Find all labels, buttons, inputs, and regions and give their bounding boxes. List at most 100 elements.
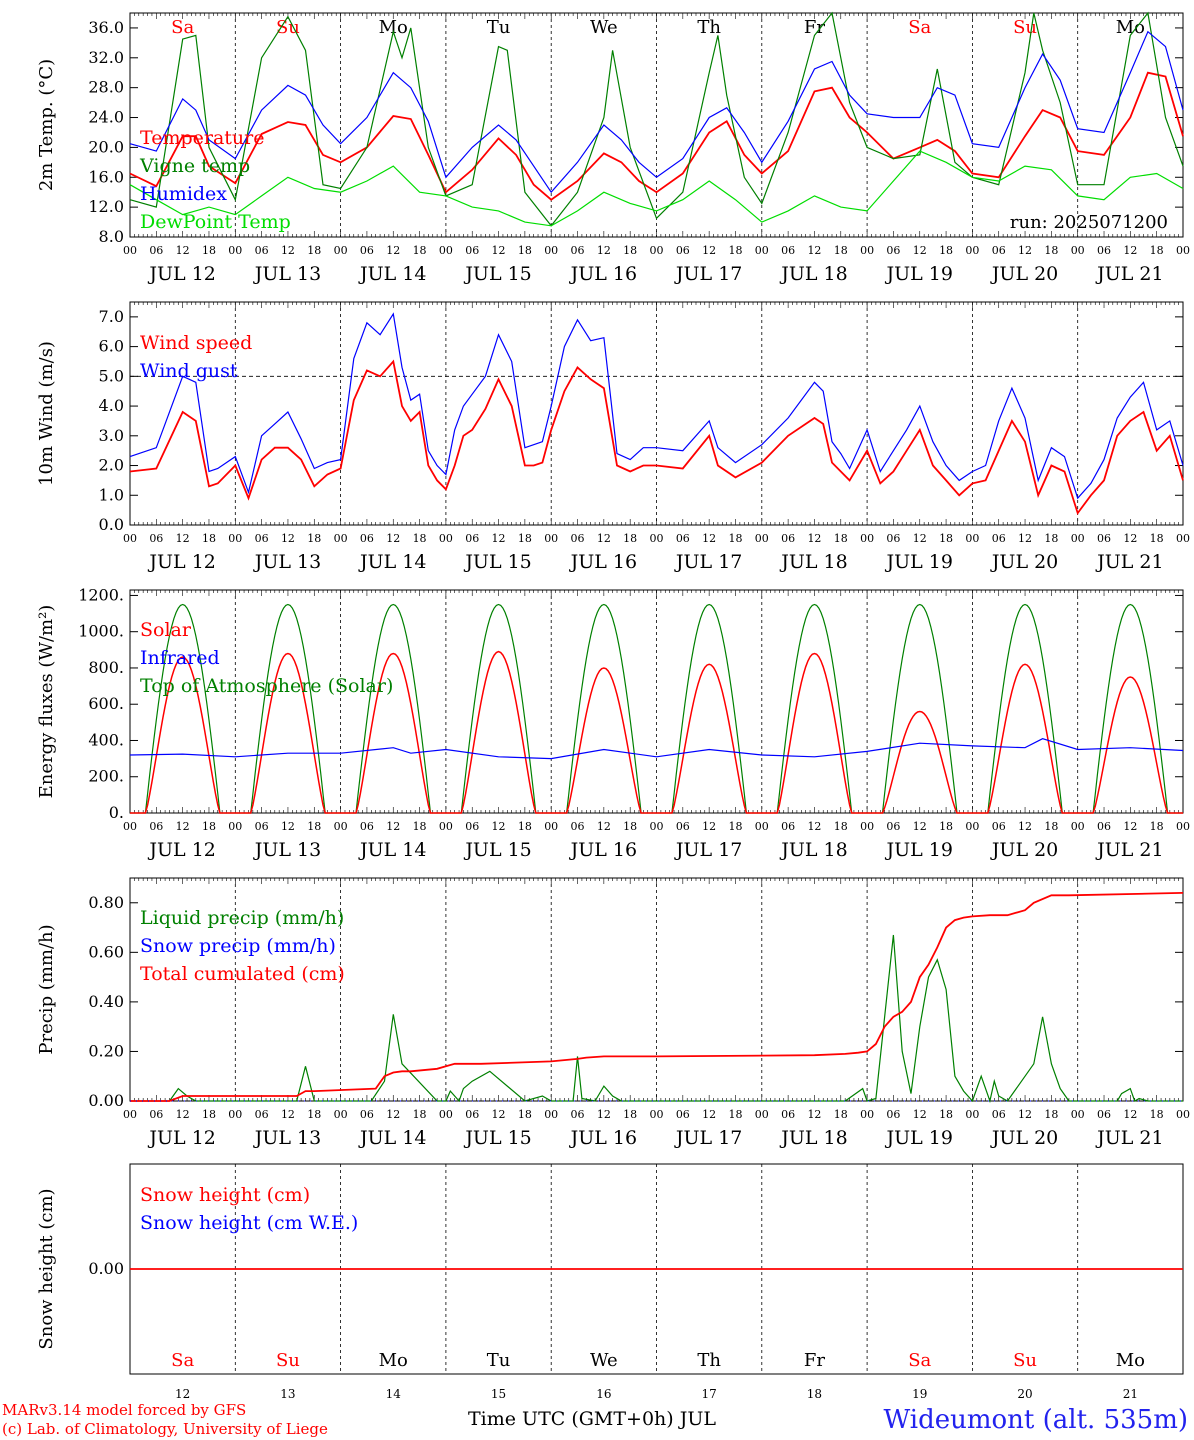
date-label: JUL 16 — [569, 1127, 637, 1149]
weekday-label: Su — [276, 17, 300, 38]
series-line — [129, 30, 1184, 194]
date-label: JUL 20 — [990, 1127, 1058, 1149]
date-label: JUL 18 — [779, 263, 847, 285]
legend-entry: Wind gust — [140, 360, 238, 382]
date-label: JUL 17 — [674, 263, 742, 285]
y-tick-label: 6.0 — [99, 337, 124, 356]
hour-tick-label: 12 — [1018, 1108, 1032, 1121]
y-tick-label: 28.0 — [88, 78, 124, 97]
legend-entry: Solar — [140, 619, 192, 641]
y-tick-label: 12.0 — [88, 197, 124, 216]
hour-tick-label: 00 — [965, 820, 979, 833]
weekday-label: Tu — [487, 1350, 511, 1371]
day-number-label: 18 — [807, 1387, 822, 1401]
hour-tick-label: 00 — [334, 1108, 348, 1121]
weekday-label: We — [590, 1350, 618, 1371]
hour-tick-label: 18 — [728, 532, 742, 545]
hour-tick-label: 18 — [728, 1108, 742, 1121]
credit-line-2: (c) Lab. of Climatology, University of L… — [2, 1420, 328, 1438]
y-tick-label: 1.0 — [99, 485, 124, 504]
hour-tick-label: 18 — [1044, 532, 1058, 545]
hour-tick-label: 18 — [939, 820, 953, 833]
panel-4: 00 06 12 18 00 06 12 18 00 06 12 18 00 06 12 18 00 06 12 18… — [36, 877, 1190, 1149]
date-label: JUL 19 — [885, 839, 953, 861]
y-tick-label: 1000. — [78, 622, 124, 641]
hour-tick-label: 06 — [992, 820, 1006, 833]
hour-tick-label: 18 — [518, 244, 532, 257]
date-label: JUL 16 — [569, 551, 637, 573]
hour-tick-label: 00 — [123, 820, 137, 833]
date-label: JUL 15 — [463, 551, 531, 573]
hour-tick-label: 12 — [1018, 244, 1032, 257]
hour-tick-label: 00 — [1071, 1108, 1085, 1121]
hour-tick-label: 12 — [1123, 820, 1137, 833]
hour-tick-label: 00 — [544, 1108, 558, 1121]
hour-tick-label: 06 — [465, 532, 479, 545]
hour-tick-label: 18 — [728, 244, 742, 257]
hour-tick-label: 00 — [1071, 244, 1085, 257]
y-tick-label: 8.0 — [99, 227, 124, 246]
hour-tick-label: 00 — [439, 1108, 453, 1121]
hour-tick-label: 18 — [939, 532, 953, 545]
hour-tick-label: 18 — [202, 244, 216, 257]
hour-tick-label: 06 — [149, 1108, 163, 1121]
y-axis-label: Energy fluxes (W/m²) — [36, 605, 57, 799]
day-number-label: 14 — [386, 1387, 402, 1401]
y-tick-label: 0.0 — [99, 515, 124, 534]
hour-tick-label: 06 — [992, 532, 1006, 545]
hour-tick-label: 12 — [1123, 1108, 1137, 1121]
series-line — [129, 150, 1184, 227]
hour-tick-label: 06 — [571, 532, 585, 545]
hour-tick-label: 06 — [255, 532, 269, 545]
hour-tick-label: 18 — [413, 1108, 427, 1121]
y-tick-label: 0.40 — [88, 992, 124, 1011]
hour-tick-label: 00 — [544, 244, 558, 257]
y-axis-label: 10m Wind (m/s) — [36, 341, 57, 486]
hour-tick-label: 18 — [1044, 244, 1058, 257]
weekday-label: Sa — [171, 1350, 194, 1371]
legend-entry: Total cumulated (cm) — [140, 963, 345, 985]
date-label: JUL 19 — [885, 1127, 953, 1149]
date-label: JUL 20 — [990, 263, 1058, 285]
y-tick-label: 16.0 — [88, 167, 124, 186]
hour-tick-label: 06 — [255, 820, 269, 833]
hour-tick-label: 12 — [281, 1108, 295, 1121]
hour-tick-label: 00 — [965, 1108, 979, 1121]
hour-tick-label: 00 — [965, 244, 979, 257]
date-label: JUL 21 — [1095, 263, 1163, 285]
date-label: JUL 20 — [990, 839, 1058, 861]
hour-tick-label: 06 — [886, 244, 900, 257]
weekday-label: Sa — [908, 17, 931, 38]
hour-tick-label: 18 — [307, 244, 321, 257]
hour-tick-label: 06 — [255, 1108, 269, 1121]
hour-tick-label: 00 — [755, 820, 769, 833]
hour-tick-label: 06 — [781, 820, 795, 833]
date-label: JUL 12 — [147, 263, 215, 285]
hour-tick-label: 06 — [571, 1108, 585, 1121]
hour-tick-label: 18 — [518, 1108, 532, 1121]
hour-tick-label: 00 — [755, 244, 769, 257]
hour-tick-label: 12 — [597, 244, 611, 257]
hour-tick-label: 06 — [886, 1108, 900, 1121]
date-label: JUL 17 — [674, 839, 742, 861]
day-number-label: 13 — [280, 1387, 295, 1401]
day-number-label: 15 — [491, 1387, 506, 1401]
legend-entry: DewPoint Temp — [140, 211, 291, 233]
y-tick-label: 0.00 — [88, 1091, 124, 1110]
hour-tick-label: 18 — [413, 244, 427, 257]
hour-tick-label: 12 — [702, 820, 716, 833]
date-label: JUL 12 — [147, 551, 215, 573]
hour-tick-label: 00 — [228, 532, 242, 545]
hour-tick-label: 12 — [386, 1108, 400, 1121]
series-line-solar — [130, 650, 1183, 814]
hour-tick-label: 18 — [202, 820, 216, 833]
hour-tick-label: 06 — [255, 244, 269, 257]
date-label: JUL 19 — [885, 551, 953, 573]
credit-line-1: MARv3.14 model forced by GFS — [2, 1401, 246, 1419]
hour-tick-label: 06 — [149, 532, 163, 545]
date-label: JUL 17 — [674, 1127, 742, 1149]
legend-entry: Temperature — [140, 127, 264, 149]
date-label: JUL 14 — [358, 263, 426, 285]
hour-tick-label: 18 — [1150, 244, 1164, 257]
